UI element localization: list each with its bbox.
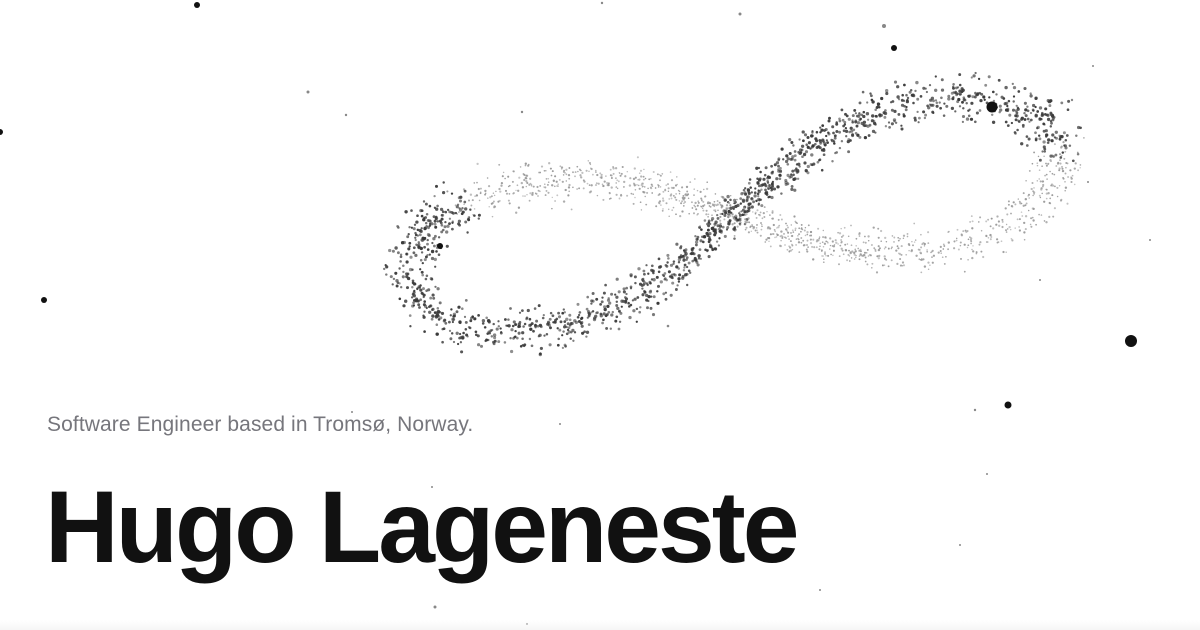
bottom-divider xyxy=(0,620,1200,630)
tagline: Software Engineer based in Tromsø, Norwa… xyxy=(47,413,474,436)
page-title: Hugo Lageneste xyxy=(45,470,799,584)
